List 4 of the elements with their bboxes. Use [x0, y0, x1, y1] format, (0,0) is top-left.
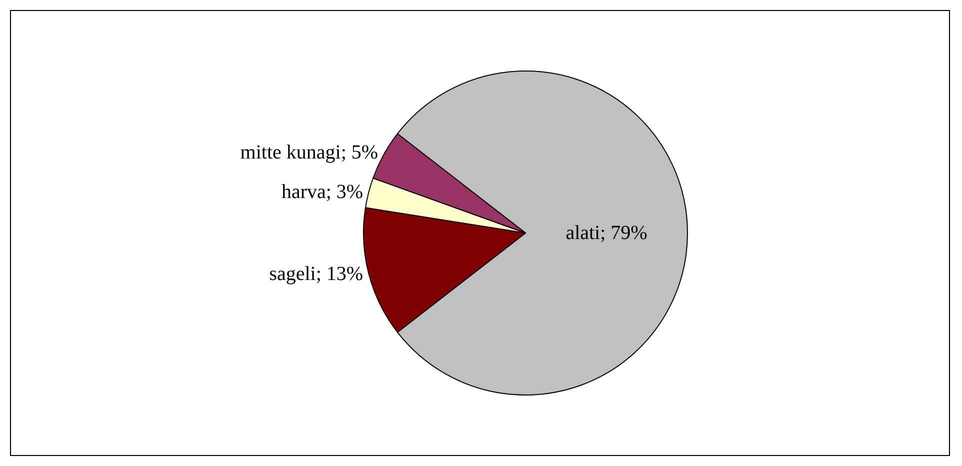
slice-label: alati; 79%: [566, 222, 648, 244]
slice-label: harva; 3%: [281, 181, 364, 204]
slice-label: sageli; 13%: [269, 262, 364, 285]
slice-label: mitte kunagi; 5%: [240, 141, 378, 164]
